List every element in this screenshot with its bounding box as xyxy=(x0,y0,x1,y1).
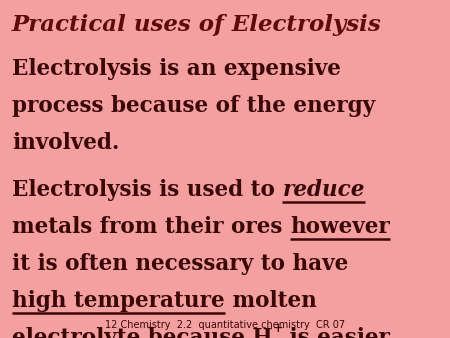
Text: it is often necessary to have: it is often necessary to have xyxy=(12,253,348,275)
Text: 12 Chemistry  2.2  quantitative chemistry  CR 07: 12 Chemistry 2.2 quantitative chemistry … xyxy=(105,320,345,330)
Text: involved.: involved. xyxy=(12,132,119,154)
Text: Electrolysis is used to: Electrolysis is used to xyxy=(12,179,283,201)
Text: Electrolysis is an expensive: Electrolysis is an expensive xyxy=(12,58,341,80)
Text: process because of the energy: process because of the energy xyxy=(12,95,375,117)
Text: reduce: reduce xyxy=(283,179,365,201)
Text: molten: molten xyxy=(225,290,316,312)
Text: however: however xyxy=(290,216,390,238)
Text: +: + xyxy=(273,322,284,335)
Text: Practical uses of Electrolysis: Practical uses of Electrolysis xyxy=(12,14,382,36)
Text: metals from their ores: metals from their ores xyxy=(12,216,290,238)
Text: electrolyte because H: electrolyte because H xyxy=(12,327,273,338)
Text: is easier: is easier xyxy=(283,327,390,338)
Text: high temperature: high temperature xyxy=(12,290,225,312)
